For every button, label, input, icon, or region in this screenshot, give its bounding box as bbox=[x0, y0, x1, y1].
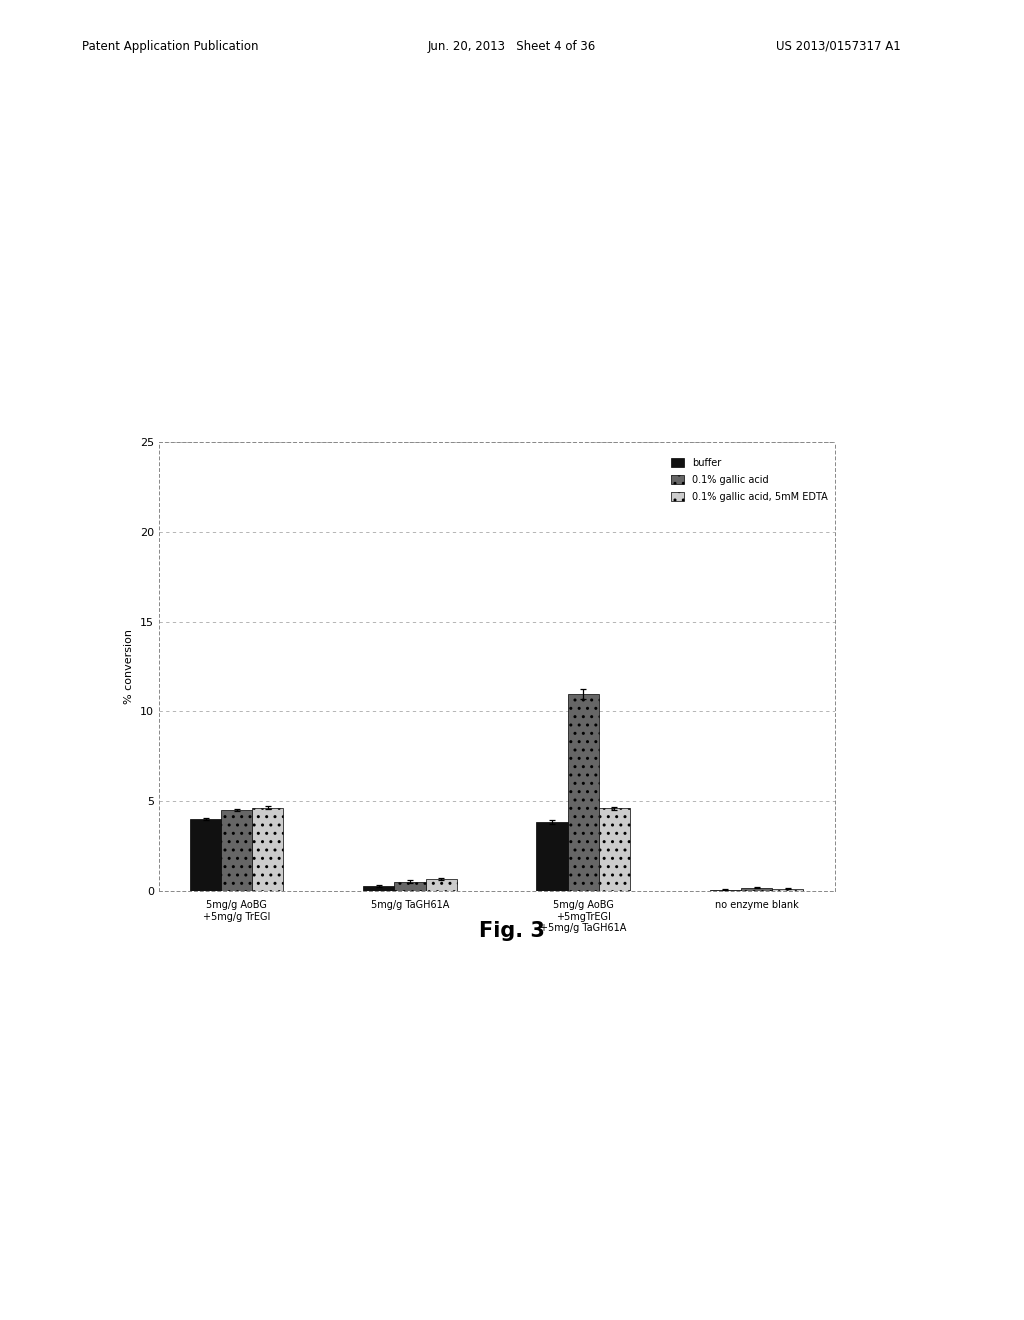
Y-axis label: % conversion: % conversion bbox=[124, 630, 134, 704]
Bar bbox=[394, 882, 426, 891]
Bar bbox=[189, 820, 221, 891]
Bar bbox=[599, 808, 630, 891]
Bar bbox=[426, 879, 457, 891]
Bar bbox=[221, 810, 252, 891]
Bar bbox=[252, 808, 284, 891]
Legend: buffer, 0.1% gallic acid, 0.1% gallic acid, 5mM EDTA: buffer, 0.1% gallic acid, 0.1% gallic ac… bbox=[669, 455, 829, 503]
Text: Patent Application Publication: Patent Application Publication bbox=[82, 40, 258, 53]
Bar bbox=[741, 888, 772, 891]
Bar bbox=[710, 890, 741, 891]
Text: Jun. 20, 2013   Sheet 4 of 36: Jun. 20, 2013 Sheet 4 of 36 bbox=[428, 40, 596, 53]
Text: US 2013/0157317 A1: US 2013/0157317 A1 bbox=[776, 40, 901, 53]
Bar bbox=[772, 888, 804, 891]
Bar bbox=[364, 886, 394, 891]
Text: Fig. 3: Fig. 3 bbox=[479, 920, 545, 941]
Bar bbox=[537, 822, 567, 891]
Bar bbox=[567, 693, 599, 891]
